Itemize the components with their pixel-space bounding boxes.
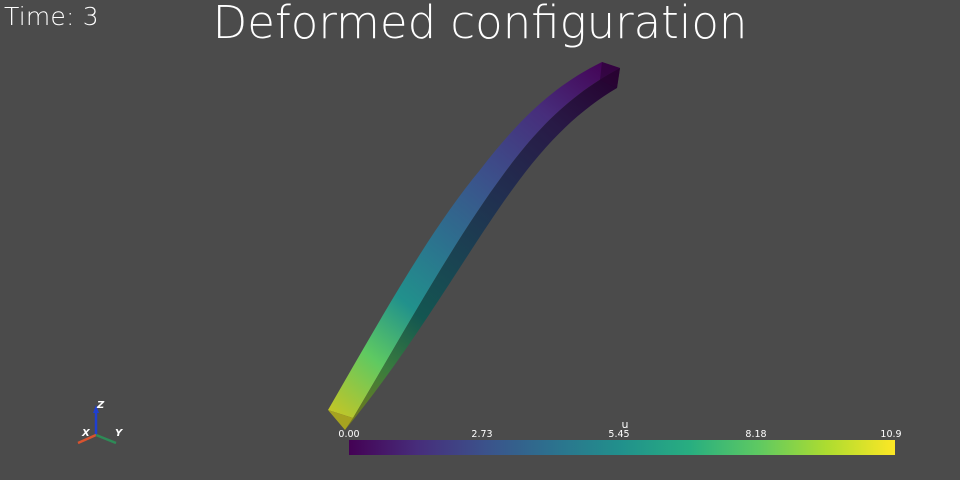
colorbar-tick-2: 5.45 <box>608 429 630 440</box>
beam-side-face <box>345 68 620 430</box>
colorbar <box>349 440 895 455</box>
view-title: Deformed configuration <box>212 0 748 49</box>
time-label: Time: 3 <box>4 2 99 31</box>
orientation-axes-widget: Z X Y <box>77 400 124 445</box>
colorbar-tick-1: 2.73 <box>471 429 493 440</box>
colorbar-gradient <box>349 440 895 455</box>
beam-base-cap <box>328 410 353 430</box>
y-axis-label: Y <box>115 428 124 439</box>
x-axis-label: X <box>81 428 91 439</box>
y-axis-line <box>95 433 117 445</box>
x-axis-line <box>77 433 97 445</box>
beam-tip-cap <box>600 62 620 88</box>
z-axis-label: Z <box>96 400 105 411</box>
z-axis-arrow <box>93 405 99 413</box>
colorbar-title: u <box>621 418 629 431</box>
colorbar-tick-4: 10.9 <box>880 429 902 440</box>
beam-front-face <box>328 62 620 418</box>
colorbar-tick-0: 0.00 <box>338 429 360 440</box>
colorbar-tick-3: 8.18 <box>745 429 767 440</box>
